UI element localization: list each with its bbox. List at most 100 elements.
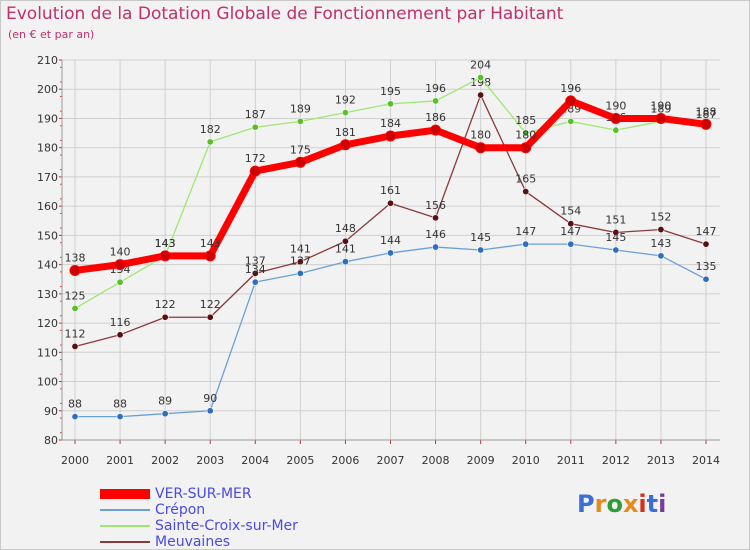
- data-label-sainte-croix-sur-mer: 192: [335, 94, 356, 107]
- y-tick-label: 130: [37, 288, 58, 301]
- data-label-meuvaines: 154: [560, 205, 581, 218]
- legend-swatch-meuvaines: [100, 541, 150, 543]
- data-label-sainte-croix-sur-mer: 195: [380, 85, 401, 98]
- data-point-ver-sur-mer: [69, 264, 81, 276]
- data-point-meuvaines: [251, 269, 259, 277]
- legend-label-crepon: Crépon: [155, 502, 206, 518]
- data-label-sainte-croix-sur-mer: 189: [290, 102, 311, 115]
- legend-label-sainte-croix-sur-mer: Sainte-Croix-sur-Mer: [155, 518, 298, 534]
- data-label-meuvaines: 148: [335, 222, 356, 235]
- data-label-crepon: 145: [605, 231, 626, 244]
- legend-label-ver-sur-mer: VER-SUR-MER: [155, 486, 252, 502]
- data-point-sainte-croix-sur-mer: [341, 109, 349, 117]
- data-point-ver-sur-mer: [249, 165, 261, 177]
- x-tick-label: 2002: [151, 454, 179, 467]
- data-label-ver-sur-mer: 175: [290, 143, 311, 156]
- data-label-sainte-croix-sur-mer: 187: [245, 108, 266, 121]
- data-label-sainte-croix-sur-mer: 187: [696, 108, 717, 121]
- data-point-sainte-croix-sur-mer: [251, 123, 259, 131]
- data-point-meuvaines: [296, 258, 304, 266]
- data-point-ver-sur-mer: [520, 142, 532, 154]
- y-tick-label: 80: [44, 434, 58, 447]
- data-point-crepon: [477, 246, 485, 254]
- data-point-meuvaines: [702, 240, 710, 248]
- data-label-crepon: 135: [696, 260, 717, 273]
- x-tick-label: 2001: [106, 454, 134, 467]
- data-point-meuvaines: [432, 214, 440, 222]
- data-label-crepon: 90: [203, 392, 217, 405]
- data-point-ver-sur-mer: [475, 142, 487, 154]
- data-label-ver-sur-mer: 186: [425, 111, 446, 124]
- data-point-ver-sur-mer: [430, 124, 442, 136]
- data-label-ver-sur-mer: 180: [515, 129, 536, 142]
- data-point-ver-sur-mer: [159, 250, 171, 262]
- data-point-ver-sur-mer: [385, 130, 396, 142]
- y-tick-label: 210: [37, 54, 58, 67]
- data-point-crepon: [657, 252, 665, 260]
- data-label-ver-sur-mer: 184: [380, 117, 401, 130]
- x-tick-label: 2006: [331, 454, 359, 467]
- data-label-meuvaines: 116: [110, 316, 131, 329]
- data-point-sainte-croix-sur-mer: [612, 126, 620, 134]
- data-point-crepon: [386, 249, 394, 257]
- data-point-ver-sur-mer: [565, 95, 577, 107]
- data-point-crepon: [567, 240, 575, 248]
- data-label-crepon: 89: [158, 395, 172, 408]
- data-point-meuvaines: [161, 313, 169, 321]
- data-label-ver-sur-mer: 188: [696, 105, 717, 118]
- y-tick-label: 110: [37, 346, 58, 359]
- data-label-crepon: 146: [425, 228, 446, 241]
- data-point-crepon: [296, 269, 304, 277]
- data-point-ver-sur-mer: [339, 139, 351, 151]
- data-label-meuvaines: 151: [605, 213, 626, 226]
- data-point-crepon: [116, 413, 124, 421]
- y-tick-label: 90: [44, 405, 58, 418]
- data-point-meuvaines: [341, 237, 349, 245]
- data-label-crepon: 88: [113, 398, 127, 411]
- data-label-sainte-croix-sur-mer: 143: [155, 237, 176, 250]
- data-point-meuvaines: [657, 226, 665, 234]
- data-label-meuvaines: 122: [155, 298, 176, 311]
- data-point-crepon: [432, 243, 440, 251]
- x-tick-label: 2004: [241, 454, 269, 467]
- data-label-ver-sur-mer: 172: [245, 152, 266, 165]
- logo-letter: t: [646, 490, 659, 518]
- data-label-ver-sur-mer: 180: [470, 129, 491, 142]
- data-point-meuvaines: [522, 188, 530, 196]
- data-point-meuvaines: [612, 228, 620, 236]
- logo-letter: P: [577, 490, 595, 518]
- data-point-crepon: [251, 278, 259, 286]
- data-label-sainte-croix-sur-mer: 125: [65, 289, 86, 302]
- data-point-meuvaines: [71, 342, 79, 350]
- x-tick-label: 2013: [647, 454, 675, 467]
- data-point-sainte-croix-sur-mer: [522, 129, 530, 137]
- data-point-meuvaines: [567, 220, 575, 228]
- data-label-crepon: 88: [68, 398, 82, 411]
- logo-letter: o: [606, 490, 623, 518]
- data-point-crepon: [71, 413, 79, 421]
- data-label-crepon: 145: [470, 231, 491, 244]
- data-label-meuvaines: 137: [245, 254, 266, 267]
- data-label-ver-sur-mer: 190: [605, 99, 626, 112]
- data-label-crepon: 137: [290, 254, 311, 267]
- data-label-crepon: 147: [515, 225, 536, 238]
- data-point-crepon: [206, 407, 214, 415]
- y-tick-label: 170: [37, 171, 58, 184]
- data-label-ver-sur-mer: 190: [650, 99, 671, 112]
- y-tick-label: 140: [37, 259, 58, 272]
- x-tick-label: 2007: [377, 454, 405, 467]
- data-label-ver-sur-mer: 143: [200, 237, 221, 250]
- data-label-sainte-croix-sur-mer: 189: [650, 102, 671, 115]
- data-label-sainte-croix-sur-mer: 204: [470, 59, 491, 72]
- data-point-crepon: [341, 258, 349, 266]
- data-point-ver-sur-mer: [294, 156, 306, 168]
- x-tick-label: 2005: [286, 454, 314, 467]
- x-tick-label: 2000: [61, 454, 89, 467]
- data-point-ver-sur-mer: [610, 112, 622, 124]
- data-label-sainte-croix-sur-mer: 196: [425, 82, 446, 95]
- data-point-meuvaines: [477, 91, 485, 99]
- y-tick-label: 150: [37, 229, 58, 242]
- logo-letter: r: [594, 490, 607, 518]
- data-label-sainte-croix-sur-mer: 182: [200, 123, 221, 136]
